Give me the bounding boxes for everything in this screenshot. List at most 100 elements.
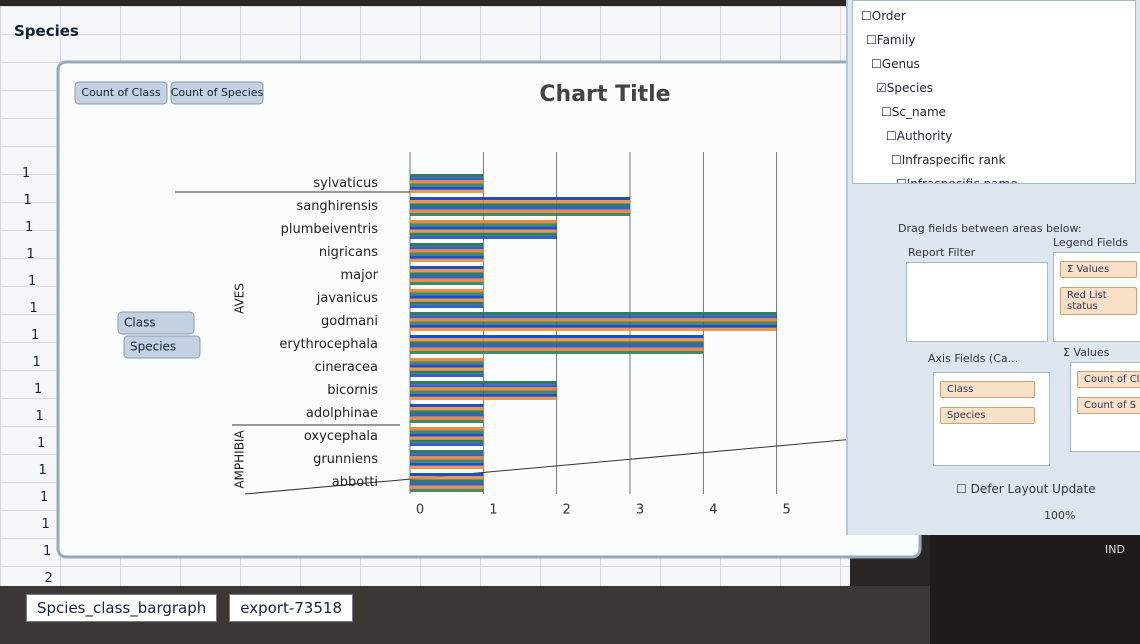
bar	[410, 358, 483, 361]
bar	[410, 259, 483, 262]
bar	[410, 420, 483, 423]
checkbox[interactable]: ☐	[896, 177, 907, 184]
category-label: nigricans	[319, 245, 378, 260]
field[interactable]: ☐Family	[866, 33, 915, 47]
bar	[410, 295, 483, 298]
bar	[410, 328, 777, 331]
bar	[410, 463, 483, 466]
bar	[410, 410, 483, 413]
bar	[410, 203, 630, 206]
category-label: major	[340, 268, 378, 283]
bar	[410, 351, 703, 354]
bar	[410, 318, 777, 321]
field-name: Genus	[882, 57, 920, 71]
bar	[410, 276, 483, 279]
bar	[410, 440, 483, 443]
field-name: Authority	[897, 129, 953, 143]
field-list: ☐Order☐Family☐Genus☑Species☐Sc_name☐Auth…	[852, 0, 1136, 184]
checkbox[interactable]: ☐	[886, 129, 897, 143]
field-chip[interactable]: Class	[940, 381, 1035, 398]
bar	[410, 197, 630, 200]
field[interactable]: ☐Order	[861, 9, 906, 23]
drop-area[interactable]: Σ Values Red List status	[1053, 252, 1140, 342]
bar	[410, 489, 483, 492]
bar	[410, 486, 483, 489]
checkbox[interactable]: ☑	[876, 81, 887, 95]
area-label: Axis Fields (Ca...	[928, 352, 1018, 365]
field-name: Infraspecific name	[907, 177, 1018, 184]
bar	[410, 279, 483, 282]
category-label: abbotti	[332, 475, 378, 490]
bar	[410, 374, 483, 377]
field[interactable]: ☐Genus	[871, 57, 920, 71]
value-button-label: Count of Class	[81, 86, 160, 99]
bar	[410, 282, 483, 285]
bar	[410, 256, 483, 259]
bar	[410, 269, 483, 272]
bar	[410, 335, 703, 338]
x-tick-label: 5	[783, 503, 791, 518]
tab[interactable]: export-73518	[229, 594, 353, 622]
bar	[410, 473, 483, 476]
x-tick-label: 1	[489, 503, 497, 518]
defer-checkbox[interactable]: ☐ Defer Layout Update	[956, 482, 1096, 496]
bar	[410, 312, 777, 315]
field[interactable]: ☑Species	[876, 81, 933, 95]
field[interactable]: ☐Authority	[886, 129, 952, 143]
bar	[410, 315, 777, 318]
field-chip[interactable]: Species	[940, 407, 1035, 424]
category-label: sylvaticus	[313, 176, 378, 191]
bar	[410, 266, 483, 269]
bar	[410, 341, 703, 344]
category-label: plumbeiventris	[281, 222, 379, 237]
bar	[410, 322, 777, 325]
bar	[410, 233, 557, 236]
bar	[410, 394, 557, 397]
bar	[410, 387, 557, 390]
bar	[410, 299, 483, 302]
field[interactable]: ☐Infraspecific name	[896, 177, 1018, 184]
drop-area[interactable]: Count of Cl Count of S	[1070, 362, 1140, 452]
category-label: javanicus	[316, 291, 378, 306]
tab[interactable]: Spcies_class_bargraph	[26, 594, 217, 622]
checkbox[interactable]: ☐	[861, 9, 872, 23]
bar	[410, 437, 483, 440]
x-tick-label: 2	[563, 503, 571, 518]
bar	[410, 210, 630, 213]
bar	[410, 364, 483, 367]
bar	[410, 249, 483, 252]
field-chip[interactable]: Red List status	[1060, 287, 1137, 315]
zoom[interactable]: 100%	[1038, 507, 1081, 524]
field[interactable]: ☐Sc_name	[881, 105, 946, 119]
bar	[410, 253, 483, 256]
checkbox[interactable]: ☐	[866, 33, 877, 47]
field-chip[interactable]: Count of Cl	[1077, 371, 1140, 388]
drop-area[interactable]: Class Species	[933, 372, 1050, 466]
drop-area[interactable]	[906, 262, 1048, 342]
bar	[410, 427, 483, 430]
field-chip[interactable]: Σ Values	[1060, 261, 1137, 278]
chart-frame	[58, 62, 920, 557]
bar	[410, 184, 483, 187]
field[interactable]: ☐Infraspecific rank	[891, 153, 1005, 167]
bar	[410, 368, 483, 371]
bar	[410, 223, 557, 226]
bar	[410, 180, 483, 183]
instruction: Drag fields between areas below:	[898, 222, 1082, 235]
bar	[410, 236, 557, 239]
checkbox[interactable]: ☐	[881, 105, 892, 119]
field-chip[interactable]: Count of S	[1077, 397, 1140, 414]
bar	[410, 391, 557, 394]
field-name: Family	[877, 33, 916, 47]
checkbox[interactable]: ☐	[871, 57, 882, 71]
bar	[410, 220, 557, 223]
bar	[410, 476, 483, 479]
checkbox[interactable]: ☐	[891, 153, 902, 167]
field-name: Species	[887, 81, 933, 95]
bar	[410, 230, 557, 233]
bar	[410, 430, 483, 433]
lang[interactable]: IND	[1105, 543, 1125, 556]
group-label: AVES	[233, 283, 247, 314]
bar	[410, 302, 483, 305]
category-label: sanghirensis	[296, 199, 378, 214]
